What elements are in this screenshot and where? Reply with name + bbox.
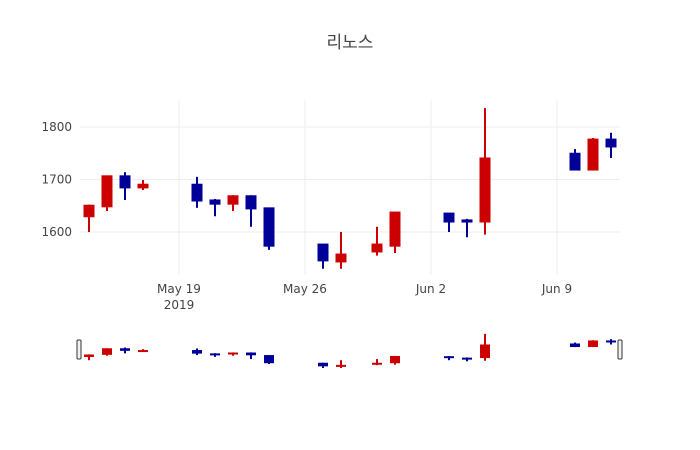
slider-candle xyxy=(570,342,580,348)
candle[interactable] xyxy=(443,212,455,232)
candle[interactable] xyxy=(587,138,599,171)
slider-candle xyxy=(102,348,112,356)
range-slider-left-handle[interactable] xyxy=(76,339,82,360)
candle[interactable] xyxy=(227,195,239,211)
candle[interactable] xyxy=(461,218,473,238)
x-tick-label: Jun 9 xyxy=(541,282,572,296)
candle[interactable] xyxy=(263,207,275,250)
candle[interactable] xyxy=(605,132,617,158)
slider-candle xyxy=(228,352,238,356)
slider-candle xyxy=(318,362,328,368)
candle[interactable] xyxy=(479,108,491,235)
x-tick-label: May 19 xyxy=(157,282,201,296)
candles xyxy=(83,108,617,269)
slider-candle xyxy=(444,356,454,361)
candle[interactable] xyxy=(83,204,95,232)
candle[interactable] xyxy=(191,176,203,208)
candle[interactable] xyxy=(137,180,149,190)
slider-candle xyxy=(210,353,220,357)
slider-candle xyxy=(84,354,94,361)
candle[interactable] xyxy=(317,243,329,269)
candle[interactable] xyxy=(569,149,581,171)
slider-candle xyxy=(372,359,382,366)
slider-candle xyxy=(606,339,616,345)
candle[interactable] xyxy=(119,172,131,200)
slider-candle xyxy=(246,352,256,360)
x-axis: May 19 2019 May 26 Jun 2 Jun 9 xyxy=(157,282,572,312)
candle[interactable] xyxy=(371,226,383,256)
x-tick-label: May 26 xyxy=(283,282,327,296)
y-tick-label: 1800 xyxy=(41,120,72,134)
slider-candle xyxy=(264,355,274,364)
slider-candle xyxy=(462,357,472,362)
candle[interactable] xyxy=(245,195,257,227)
range-slider-right-handle[interactable] xyxy=(617,339,623,360)
range-slider[interactable] xyxy=(76,333,623,368)
y-axis: 1600 1700 1800 xyxy=(41,120,72,239)
candle[interactable] xyxy=(389,211,401,253)
slider-candle xyxy=(390,355,400,365)
x-tick-label: 2019 xyxy=(164,298,195,312)
slider-candle xyxy=(120,347,130,354)
slider-candle xyxy=(138,349,148,353)
candle[interactable] xyxy=(209,198,221,217)
slider-candle xyxy=(480,333,490,361)
candle[interactable] xyxy=(335,232,347,269)
slider-candle xyxy=(588,340,598,348)
y-tick-label: 1600 xyxy=(41,225,72,239)
y-tick-label: 1700 xyxy=(41,173,72,187)
candle[interactable] xyxy=(101,175,113,211)
slider-candle xyxy=(192,348,202,356)
slider-candle xyxy=(336,360,346,368)
gridlines xyxy=(80,100,620,275)
x-tick-label: Jun 2 xyxy=(415,282,446,296)
chart-title: 리노스 xyxy=(326,33,374,53)
